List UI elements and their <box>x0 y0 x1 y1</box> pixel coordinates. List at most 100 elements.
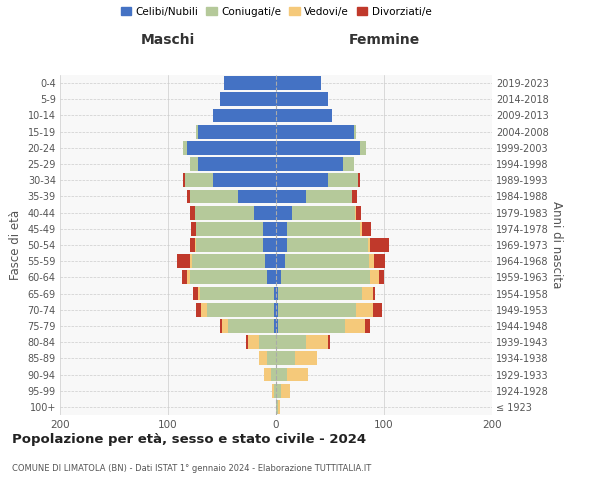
Bar <box>264 368 271 382</box>
Bar <box>276 286 278 300</box>
Bar <box>276 303 278 316</box>
Bar <box>191 222 196 235</box>
Bar <box>365 319 370 333</box>
Bar <box>278 319 345 333</box>
Bar <box>276 384 281 398</box>
Y-axis label: Fasce di età: Fasce di età <box>9 210 22 280</box>
Text: Femmine: Femmine <box>349 34 419 48</box>
Bar <box>276 254 284 268</box>
Bar <box>276 141 360 154</box>
Bar <box>274 286 276 300</box>
Bar <box>360 141 365 154</box>
Bar <box>207 303 274 316</box>
Bar <box>362 286 373 300</box>
Bar <box>276 92 328 106</box>
Bar <box>276 222 287 235</box>
Bar <box>276 174 328 187</box>
Bar <box>196 222 263 235</box>
Bar <box>220 319 222 333</box>
Bar <box>354 125 356 138</box>
Bar <box>274 303 276 316</box>
Bar <box>193 286 198 300</box>
Bar <box>196 238 263 252</box>
Bar <box>373 303 382 316</box>
Bar <box>259 352 268 365</box>
Bar <box>176 254 190 268</box>
Bar <box>370 238 389 252</box>
Bar <box>190 206 195 220</box>
Bar <box>362 222 371 235</box>
Bar <box>328 336 330 349</box>
Bar <box>198 286 200 300</box>
Bar <box>276 400 278 414</box>
Bar <box>196 125 198 138</box>
Bar <box>287 222 360 235</box>
Bar <box>276 108 332 122</box>
Text: Popolazione per età, sesso e stato civile - 2024: Popolazione per età, sesso e stato civil… <box>12 432 366 446</box>
Bar <box>379 270 384 284</box>
Bar <box>198 125 276 138</box>
Bar <box>328 174 358 187</box>
Bar <box>281 270 370 284</box>
Bar <box>345 319 365 333</box>
Text: COMUNE DI LIMATOLA (BN) - Dati ISTAT 1° gennaio 2024 - Elaborazione TUTTITALIA.I: COMUNE DI LIMATOLA (BN) - Dati ISTAT 1° … <box>12 464 371 473</box>
Bar <box>276 270 281 284</box>
Bar <box>355 206 356 220</box>
Bar <box>182 270 187 284</box>
Bar <box>278 303 356 316</box>
Bar <box>196 303 202 316</box>
Legend: Celibi/Nubili, Coniugati/e, Vedovi/e, Divorziati/e: Celibi/Nubili, Coniugati/e, Vedovi/e, Di… <box>116 2 436 21</box>
Bar <box>287 368 308 382</box>
Bar <box>276 238 287 252</box>
Bar <box>343 157 354 171</box>
Bar <box>185 174 214 187</box>
Bar <box>248 336 259 349</box>
Bar <box>276 206 292 220</box>
Bar <box>276 352 295 365</box>
Bar <box>370 270 379 284</box>
Bar <box>274 384 276 398</box>
Bar <box>360 222 362 235</box>
Bar <box>356 303 373 316</box>
Bar <box>263 222 276 235</box>
Bar <box>276 125 354 138</box>
Bar <box>229 319 274 333</box>
Bar <box>238 190 276 203</box>
Bar <box>352 190 357 203</box>
Bar <box>265 254 276 268</box>
Bar <box>268 270 276 284</box>
Bar <box>187 270 190 284</box>
Bar <box>195 238 196 252</box>
Bar <box>246 336 248 349</box>
Bar <box>281 384 290 398</box>
Bar <box>190 270 268 284</box>
Text: Maschi: Maschi <box>141 34 195 48</box>
Bar <box>222 319 229 333</box>
Bar <box>292 206 355 220</box>
Bar <box>183 141 187 154</box>
Bar <box>287 238 368 252</box>
Bar <box>254 206 276 220</box>
Bar <box>224 76 276 90</box>
Bar <box>190 238 195 252</box>
Bar <box>190 254 192 268</box>
Y-axis label: Anni di nascita: Anni di nascita <box>550 202 563 288</box>
Bar <box>183 174 185 187</box>
Bar <box>202 303 207 316</box>
Bar <box>187 190 190 203</box>
Bar <box>263 238 276 252</box>
Bar <box>187 141 276 154</box>
Bar <box>214 174 276 187</box>
Bar <box>356 206 361 220</box>
Bar <box>271 368 276 382</box>
Bar <box>358 174 360 187</box>
Bar <box>276 319 278 333</box>
Bar <box>259 336 276 349</box>
Bar <box>306 190 352 203</box>
Bar <box>278 286 362 300</box>
Bar <box>368 238 370 252</box>
Bar <box>276 157 343 171</box>
Bar <box>276 76 322 90</box>
Bar <box>374 254 385 268</box>
Bar <box>276 336 306 349</box>
